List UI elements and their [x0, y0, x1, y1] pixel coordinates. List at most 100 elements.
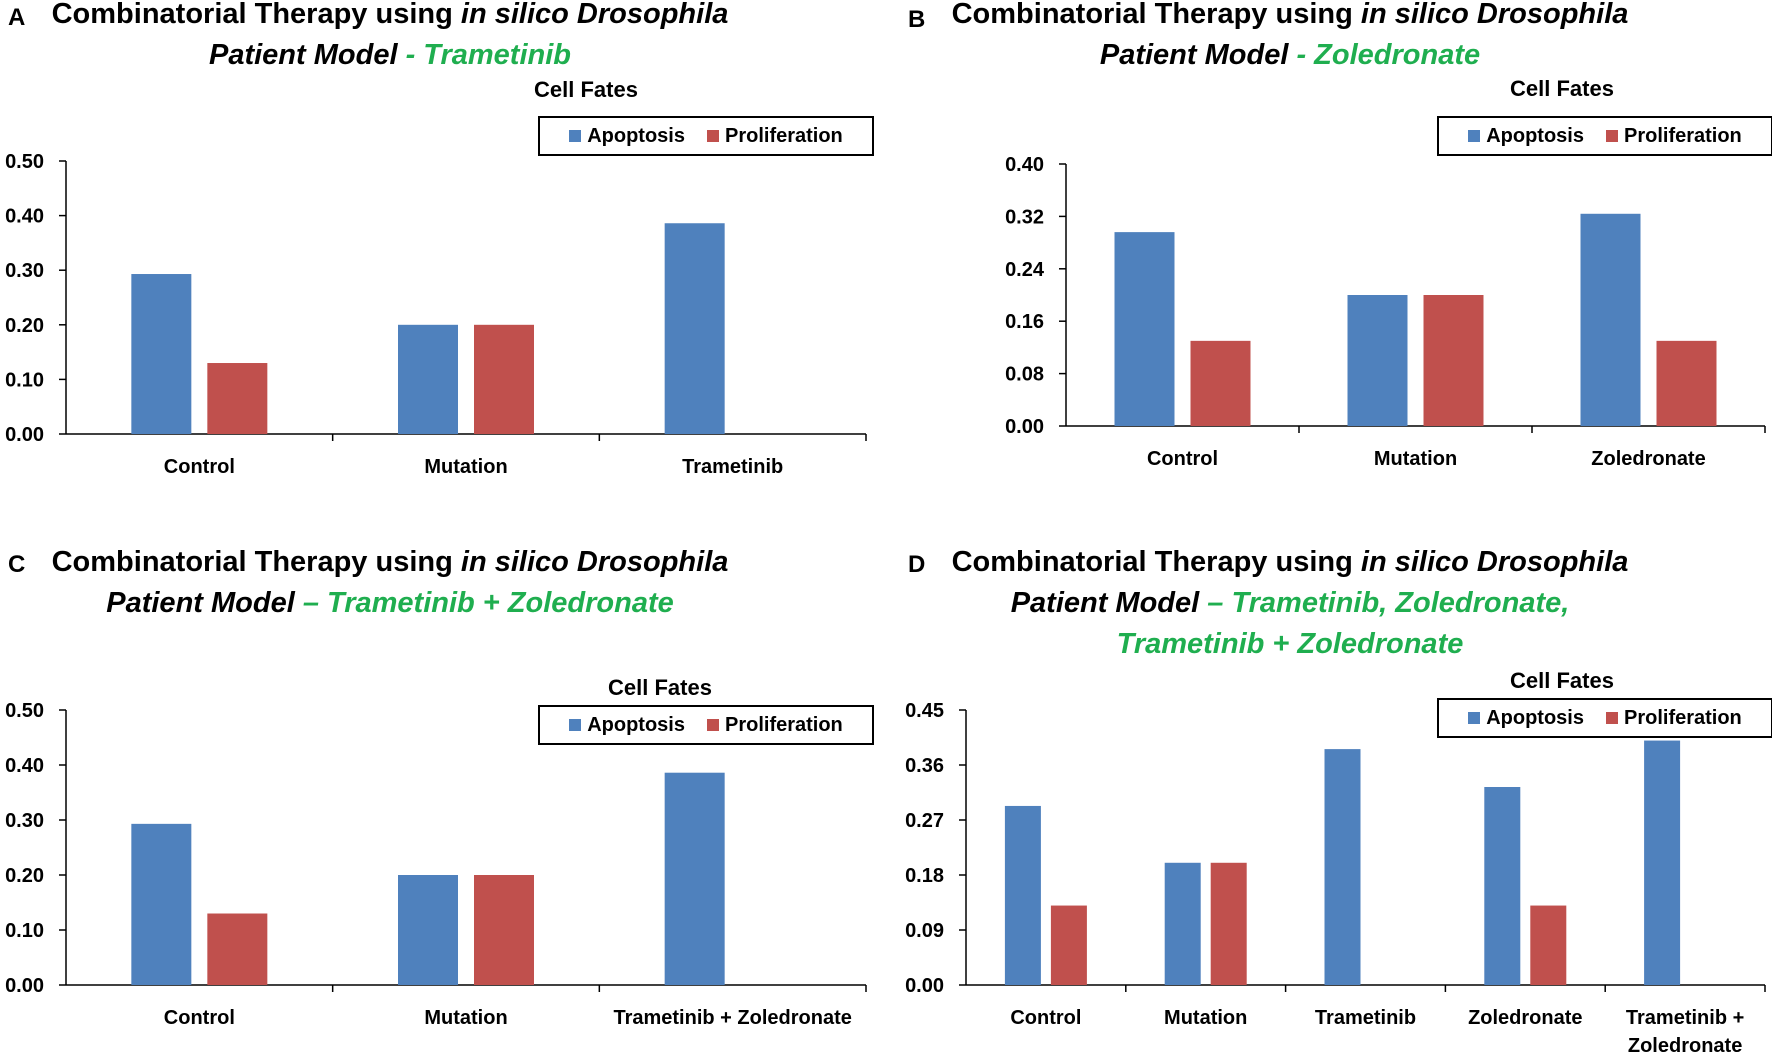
- x-tick-label: Zoledronate: [1628, 1035, 1742, 1054]
- bar-apoptosis-control: [131, 274, 192, 434]
- legend-swatch-apoptosis: [569, 719, 582, 731]
- panel-letter: D: [908, 551, 926, 578]
- bar-proliferation-mutation: [1210, 862, 1247, 985]
- legend-swatch-apoptosis: [1468, 130, 1481, 142]
- x-tick-label: Trametinib + Zoledronate: [613, 1007, 851, 1029]
- legend-title: Cell Fates: [1510, 668, 1614, 693]
- bar-proliferation-control: [207, 913, 268, 985]
- chart-title: Combinatorial Therapy using in silico Dr…: [0, 0, 780, 76]
- bar-apoptosis-trametinib-zoledronate: [1644, 740, 1681, 985]
- chart-title: Combinatorial Therapy using in silico Dr…: [900, 542, 1680, 665]
- legend-swatch-proliferation: [706, 130, 719, 142]
- x-tick-label: Zoledronate: [1591, 448, 1705, 470]
- y-tick-label: 0.09: [905, 920, 944, 942]
- title-drug: Trametinib + Zoledronate: [327, 587, 674, 619]
- legend-label: Proliferation: [1623, 706, 1742, 729]
- title-italic: in silico Drosophila: [1360, 546, 1629, 578]
- title-sep: –: [1207, 587, 1232, 619]
- y-tick-label: 0.36: [905, 755, 944, 777]
- bar-proliferation-control: [207, 363, 268, 434]
- legend-item-apoptosis: Apoptosis: [1468, 125, 1584, 148]
- title-line2-prefix: Patient Model: [106, 587, 295, 619]
- bar-apoptosis-control: [1114, 232, 1175, 426]
- legend-item-apoptosis: Apoptosis: [569, 714, 685, 737]
- x-tick-label: Trametinib +: [1626, 1007, 1744, 1029]
- y-tick-label: 0.40: [1005, 154, 1044, 176]
- chart-title: Combinatorial Therapy using in silico Dr…: [0, 542, 780, 624]
- y-tick-label: 0.40: [5, 206, 44, 228]
- legend: Apoptosis Proliferation: [1437, 698, 1772, 738]
- bar-apoptosis-mutation: [398, 875, 458, 985]
- legend: Apoptosis Proliferation: [538, 705, 874, 745]
- legend-swatch-proliferation: [1605, 130, 1618, 142]
- legend-swatch-apoptosis: [1468, 712, 1481, 724]
- y-tick-label: 0.16: [1005, 311, 1044, 333]
- y-tick-label: 0.50: [5, 700, 44, 722]
- title-line2-prefix: Patient Model: [1010, 587, 1200, 619]
- legend-item-proliferation: Proliferation: [706, 124, 843, 148]
- legend-label: Apoptosis: [1486, 706, 1584, 729]
- x-tick-label: Control: [1147, 448, 1218, 470]
- legend-swatch-apoptosis: [569, 130, 582, 142]
- title-italic: in silico Drosophila: [460, 0, 729, 30]
- title-prefix: Combinatorial Therapy using: [51, 0, 453, 30]
- legend-item-apoptosis: Apoptosis: [1468, 707, 1584, 730]
- legend-label: Proliferation: [724, 124, 843, 147]
- legend-item-apoptosis: Apoptosis: [569, 125, 685, 148]
- y-tick-label: 0.18: [905, 865, 944, 887]
- bar-proliferation-mutation: [474, 324, 534, 434]
- panel-letter: C: [8, 551, 26, 578]
- y-tick-label: 0.00: [5, 424, 44, 446]
- bar-apoptosis-zoledronate: [1484, 787, 1521, 985]
- legend-swatch-proliferation: [706, 719, 719, 731]
- legend: Apoptosis Proliferation: [538, 116, 874, 156]
- bar-apoptosis-mutation: [1347, 295, 1408, 426]
- x-tick-label: Mutation: [1374, 448, 1457, 470]
- legend-item-proliferation: Proliferation: [706, 713, 843, 737]
- title-drug: Zoledronate: [1314, 39, 1481, 71]
- y-tick-label: 0.00: [1005, 416, 1044, 438]
- y-tick-label: 0.32: [1005, 206, 1044, 228]
- title-drug: Trametinib: [423, 39, 571, 71]
- x-tick-label: Mutation: [424, 456, 507, 478]
- title-prefix: Combinatorial Therapy using: [951, 0, 1353, 30]
- y-tick-label: 0.10: [5, 920, 44, 942]
- x-tick-label: Mutation: [1164, 1007, 1247, 1029]
- bar-proliferation-mutation: [474, 875, 534, 985]
- title-drug-line2: Trametinib + Zoledronate: [1116, 628, 1464, 660]
- bar-proliferation-mutation: [1423, 295, 1484, 426]
- bar-proliferation-control: [1050, 905, 1087, 985]
- legend-label: Proliferation: [724, 713, 843, 736]
- legend-title: Cell Fates: [1510, 76, 1614, 101]
- x-tick-label: Control: [164, 1007, 235, 1029]
- panel-letter: A: [8, 4, 26, 31]
- legend-swatch-proliferation: [1605, 712, 1618, 724]
- y-tick-label: 0.30: [5, 810, 44, 832]
- bar-apoptosis-mutation: [398, 324, 458, 434]
- legend-item-proliferation: Proliferation: [1605, 124, 1742, 148]
- title-line2-prefix: Patient Model: [208, 39, 398, 71]
- bar-apoptosis-zoledronate: [1580, 213, 1641, 426]
- y-tick-label: 0.30: [5, 260, 44, 282]
- title-prefix: Combinatorial Therapy using: [51, 546, 453, 578]
- x-tick-label: Trametinib: [682, 456, 783, 478]
- bar-apoptosis-trametinib-zoledronate: [664, 772, 725, 985]
- y-tick-label: 0.10: [5, 369, 44, 391]
- legend-item-proliferation: Proliferation: [1605, 706, 1742, 730]
- title-italic: in silico Drosophila: [460, 546, 729, 578]
- bar-apoptosis-control: [131, 823, 192, 985]
- title-line2-prefix: Patient Model: [1099, 39, 1289, 71]
- legend-label: Apoptosis: [1486, 124, 1584, 147]
- y-tick-label: 0.20: [5, 315, 44, 337]
- y-tick-label: 0.00: [5, 975, 44, 997]
- title-sep: -: [405, 39, 424, 71]
- y-tick-label: 0.08: [1005, 364, 1044, 386]
- title-sep: -: [1296, 39, 1315, 71]
- legend-label: Proliferation: [1623, 124, 1742, 147]
- y-tick-label: 0.45: [905, 700, 944, 722]
- legend-title: Cell Fates: [534, 77, 638, 102]
- title-sep: –: [302, 587, 328, 619]
- y-tick-label: 0.27: [905, 810, 944, 832]
- bar-apoptosis-control: [1004, 805, 1041, 985]
